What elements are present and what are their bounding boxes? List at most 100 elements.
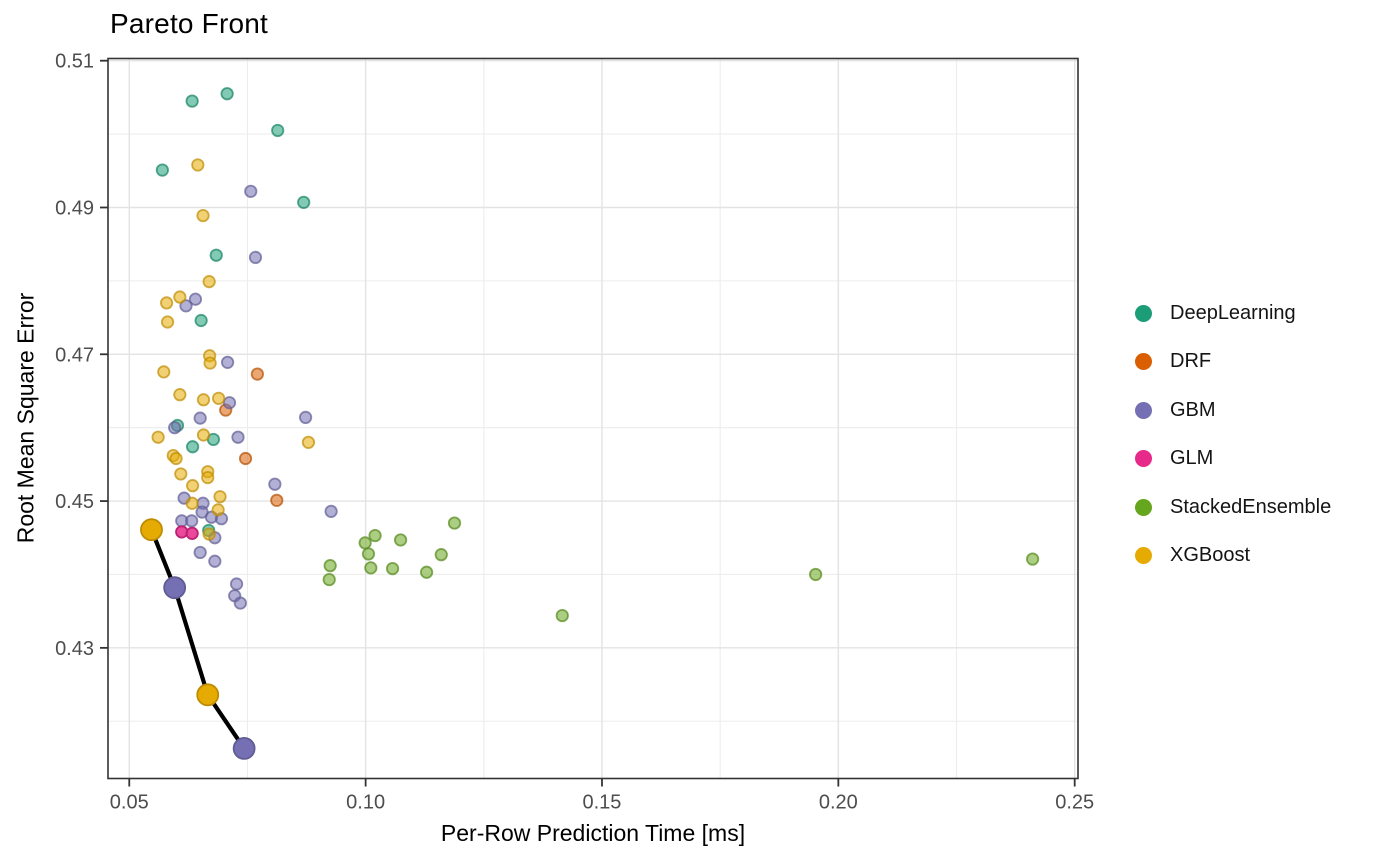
y-axis-title: Root Mean Square Error (12, 292, 39, 544)
pareto-point-XGBoost[interactable] (140, 518, 163, 542)
chart-title: Pareto Front (110, 8, 269, 39)
legend-swatch-icon (1135, 450, 1152, 468)
data-point-XGBoost[interactable] (173, 290, 187, 304)
panel-border (107, 57, 1079, 780)
data-point-XGBoost[interactable] (160, 296, 174, 310)
data-point-GBM[interactable] (168, 421, 182, 435)
data-point-StackedEnsemble[interactable] (809, 567, 823, 582)
data-point-GBM[interactable] (244, 184, 258, 198)
pareto-point-XGBoost[interactable] (196, 683, 220, 707)
legend-swatch-icon (1135, 304, 1152, 322)
legend-swatch-icon (1135, 401, 1152, 419)
data-point-XGBoost[interactable] (191, 158, 205, 172)
x-axis-tick-label: 0.15 (583, 792, 622, 814)
y-axis-tick-label: 0.51 (55, 51, 94, 73)
data-point-GBM[interactable] (231, 430, 245, 444)
data-point-DeepLearning[interactable] (297, 195, 311, 209)
data-point-XGBoost[interactable] (202, 275, 216, 289)
data-point-GBM[interactable] (208, 554, 222, 568)
legend-label: XGBoost (1170, 544, 1251, 567)
y-axis-tick-label: 0.49 (55, 197, 94, 219)
data-point-GBM[interactable] (298, 410, 313, 424)
data-point-GBM[interactable] (233, 596, 247, 610)
x-axis-tick-label: 0.10 (346, 792, 385, 814)
data-point-DeepLearning[interactable] (185, 94, 199, 108)
legend-item-GBM[interactable]: GBM (1128, 386, 1331, 435)
data-point-XGBoost[interactable] (212, 391, 226, 405)
data-point-DeepLearning[interactable] (194, 313, 208, 328)
data-point-XGBoost[interactable] (157, 365, 171, 379)
data-point-StackedEnsemble[interactable] (361, 547, 376, 561)
x-axis-tick-label: 0.25 (1055, 792, 1094, 814)
data-point-StackedEnsemble[interactable] (385, 561, 400, 576)
data-point-DRF[interactable] (250, 367, 264, 381)
legend-item-GLM[interactable]: GLM (1128, 435, 1331, 484)
data-point-GBM[interactable] (222, 396, 237, 410)
data-point-XGBoost[interactable] (174, 467, 188, 481)
data-point-DeepLearning[interactable] (155, 163, 169, 177)
data-point-GBM[interactable] (193, 411, 207, 425)
legend-item-XGBoost[interactable]: XGBoost (1128, 532, 1331, 581)
data-point-XGBoost[interactable] (202, 527, 216, 541)
data-point-DRF[interactable] (238, 451, 253, 466)
data-point-GBM[interactable] (324, 504, 338, 518)
data-point-StackedEnsemble[interactable] (555, 608, 569, 623)
data-point-StackedEnsemble[interactable] (323, 559, 337, 573)
pareto-point-GBM[interactable] (232, 737, 256, 760)
x-axis-title: Per-Row Prediction Time [ms] (440, 820, 746, 846)
data-point-StackedEnsemble[interactable] (358, 536, 372, 550)
data-point-DeepLearning[interactable] (271, 123, 285, 138)
legend-item-StackedEnsemble[interactable]: StackedEnsemble (1128, 483, 1331, 532)
data-point-GBM[interactable] (188, 292, 203, 306)
data-point-StackedEnsemble[interactable] (364, 561, 378, 575)
data-point-XGBoost[interactable] (201, 470, 215, 485)
data-point-XGBoost[interactable] (196, 428, 211, 442)
data-point-StackedEnsemble[interactable] (368, 528, 382, 543)
data-point-DeepLearning[interactable] (209, 248, 223, 262)
legend-label: DRF (1170, 350, 1212, 373)
data-point-XGBoost[interactable] (213, 490, 227, 504)
data-point-StackedEnsemble[interactable] (394, 533, 408, 547)
data-point-GLM[interactable] (185, 526, 199, 540)
data-point-GBM[interactable] (179, 299, 193, 313)
data-point-GBM[interactable] (193, 545, 207, 560)
legend-label: GLM (1170, 447, 1214, 470)
data-point-DeepLearning[interactable] (220, 87, 234, 101)
data-point-DRF[interactable] (270, 493, 284, 507)
data-point-XGBoost[interactable] (186, 479, 200, 493)
data-point-XGBoost[interactable] (185, 496, 199, 510)
data-point-GBM[interactable] (185, 514, 199, 528)
legend-label: GBM (1170, 398, 1216, 421)
data-point-XGBoost[interactable] (169, 451, 183, 466)
legend-swatch-icon (1135, 547, 1152, 565)
data-point-StackedEnsemble[interactable] (322, 573, 336, 587)
data-point-StackedEnsemble[interactable] (1026, 552, 1040, 566)
y-axis-tick-label: 0.43 (55, 638, 94, 660)
legend-item-DRF[interactable]: DRF (1128, 338, 1331, 387)
data-point-XGBoost[interactable] (301, 435, 316, 449)
legend: DeepLearning DRF GBM GLM StackedEnsemble XGBo… (1128, 289, 1331, 580)
data-point-GBM[interactable] (268, 477, 282, 491)
panel-background (108, 58, 1078, 779)
data-point-XGBoost[interactable] (151, 430, 165, 444)
data-point-GBM[interactable] (220, 355, 235, 369)
data-point-DeepLearning[interactable] (186, 440, 200, 454)
legend-item-DeepLearning[interactable]: DeepLearning (1128, 289, 1331, 338)
data-point-XGBoost[interactable] (196, 208, 210, 223)
data-point-GBM[interactable] (248, 250, 263, 264)
data-point-XGBoost[interactable] (203, 356, 217, 370)
x-axis-tick-label: 0.05 (110, 792, 149, 814)
data-point-StackedEnsemble[interactable] (420, 565, 434, 579)
pareto-point-GBM[interactable] (163, 576, 187, 600)
data-point-XGBoost[interactable] (196, 393, 211, 407)
legend-swatch-icon (1135, 498, 1152, 516)
data-point-StackedEnsemble[interactable] (447, 516, 462, 530)
data-point-StackedEnsemble[interactable] (434, 548, 448, 562)
data-point-XGBoost[interactable] (211, 503, 225, 517)
data-point-GBM[interactable] (229, 577, 244, 591)
data-point-XGBoost[interactable] (173, 388, 187, 402)
pareto-front-line (149, 528, 246, 750)
data-point-XGBoost[interactable] (160, 315, 175, 329)
y-axis-tick-label: 0.47 (55, 344, 94, 366)
